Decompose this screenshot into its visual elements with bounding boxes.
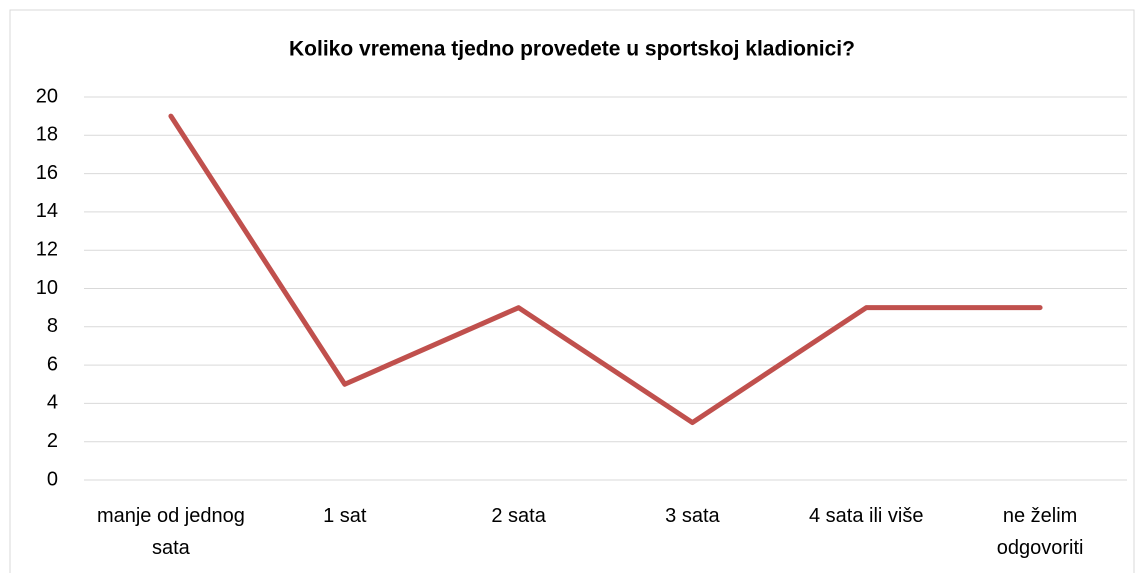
x-tick-label: 3 sata: [665, 505, 720, 527]
y-tick-label: 6: [47, 353, 58, 375]
y-tick-label: 10: [36, 277, 58, 299]
y-tick-label: 16: [36, 162, 58, 184]
x-tick-label: manje od jednog sata: [96, 505, 245, 559]
y-tick-label: 0: [47, 468, 58, 490]
x-tick-label: 4 sata ili više: [809, 505, 924, 527]
y-tick-label: 2: [47, 430, 58, 452]
line-series: [168, 113, 1043, 426]
chart-frame: [9, 9, 1135, 573]
x-tick-label: 2 sata: [491, 505, 546, 527]
y-tick-label: 4: [47, 392, 58, 414]
y-tick-label: 8: [47, 315, 58, 337]
x-tick-label: 1 sat: [323, 505, 367, 527]
y-tick-label: 12: [36, 238, 58, 260]
y-tick-label: 14: [36, 200, 58, 222]
chart-title: Koliko vremena tjedno provedete u sports…: [289, 38, 855, 61]
y-tick-label: 20: [36, 85, 58, 107]
x-tick-label: ne želim odgovoriti: [996, 505, 1084, 559]
y-tick-label: 18: [36, 124, 58, 146]
